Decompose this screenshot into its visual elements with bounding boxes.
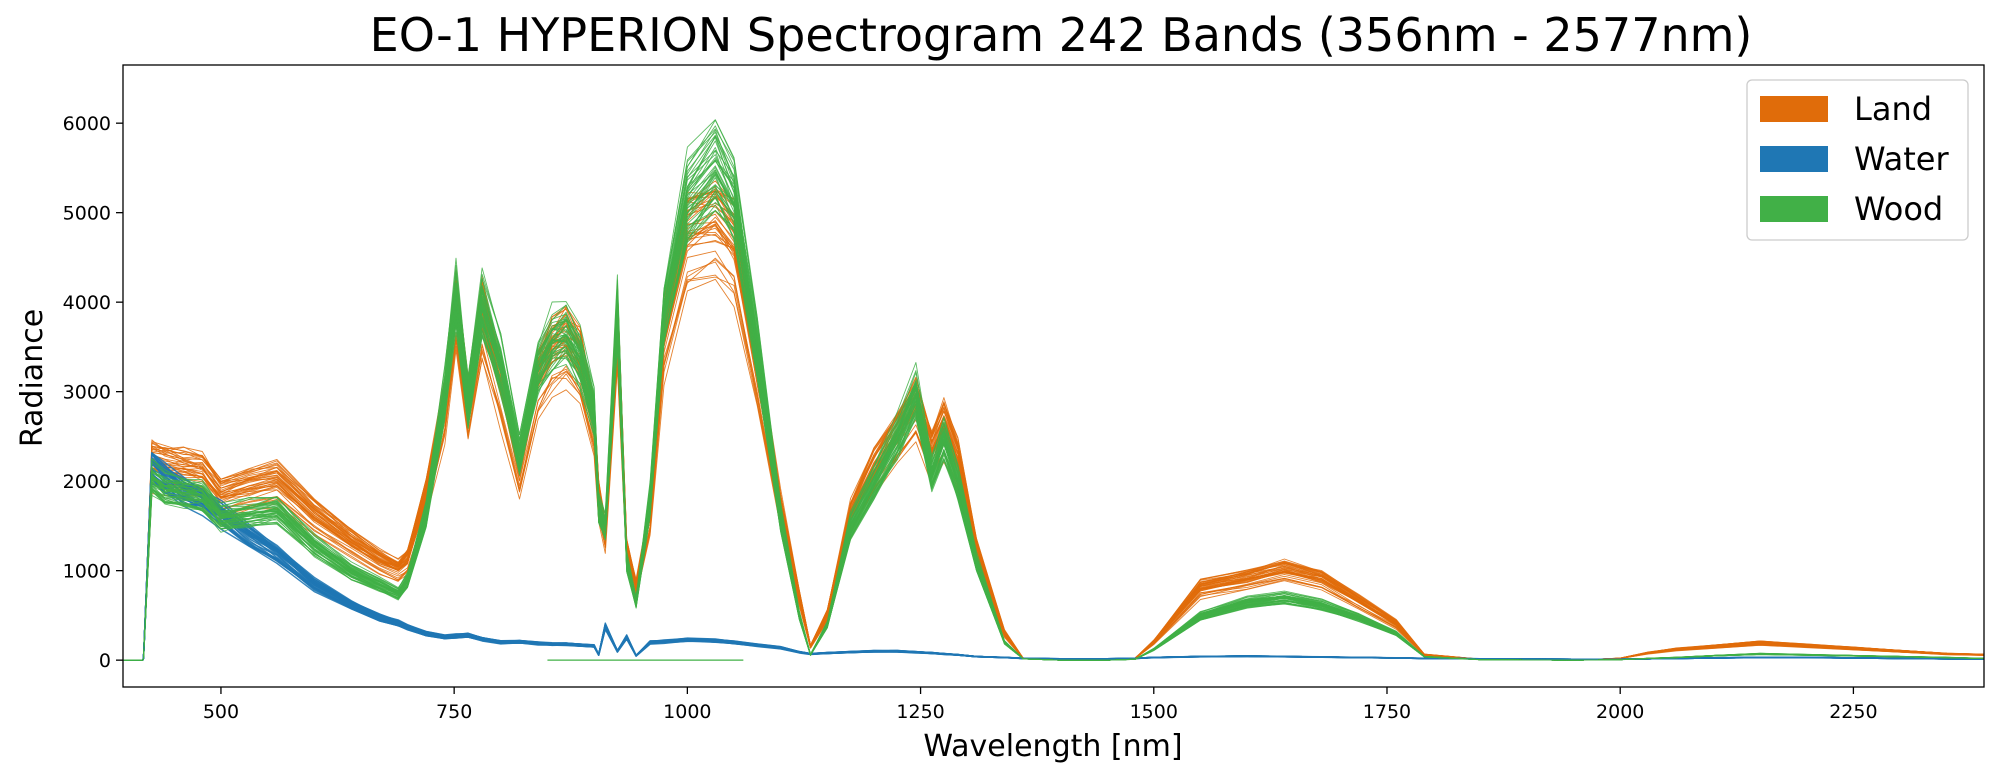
x-axis-label: Wavelength [nm] [923, 729, 1182, 764]
x-tick-label: 2000 [1596, 701, 1644, 723]
chart-title: EO-1 HYPERION Spectrogram 242 Bands (356… [370, 8, 1753, 62]
y-tick-label: 1000 [63, 561, 111, 583]
y-tick-label: 5000 [63, 203, 111, 225]
y-tick-label: 3000 [63, 382, 111, 404]
x-tick-label: 1750 [1363, 701, 1411, 723]
x-tick-label: 1000 [663, 701, 711, 723]
series-line-0 [123, 278, 1984, 661]
series-line-0 [123, 257, 1984, 661]
legend-label-land: Land [1854, 90, 1932, 128]
series-line-0 [123, 274, 1984, 661]
series-line-0 [123, 233, 1984, 661]
series-line-0 [123, 231, 1984, 661]
legend: Land Water Wood [1746, 79, 1969, 241]
series-line-0 [123, 239, 1984, 661]
legend-label-wood: Wood [1854, 190, 1943, 228]
series-layer [123, 119, 1984, 661]
series-line-2 [123, 119, 1984, 661]
legend-swatch-wood [1760, 196, 1828, 222]
x-axis: 500 750 1000 1250 1500 1750 2000 2250 [203, 687, 1878, 723]
series-line-1 [123, 478, 1984, 661]
x-tick-label: 500 [203, 701, 239, 723]
series-line-0 [123, 241, 1984, 661]
x-tick-label: 2250 [1829, 701, 1877, 723]
x-tick-label: 750 [436, 701, 472, 723]
series-line-2 [123, 159, 1984, 661]
series-line-1 [123, 459, 1984, 661]
series-line-1 [123, 477, 1984, 661]
series-line-2 [123, 129, 1984, 661]
y-axis-label: Radiance [15, 309, 50, 447]
series-line-0 [123, 276, 1984, 661]
series-line-0 [123, 250, 1984, 661]
legend-label-water: Water [1854, 140, 1949, 178]
y-tick-label: 2000 [63, 471, 111, 493]
series-line-2 [123, 125, 1984, 661]
y-tick-label: 6000 [63, 113, 111, 135]
series-line-2 [123, 119, 1984, 661]
series-line-0 [123, 259, 1984, 661]
y-tick-label: 4000 [63, 292, 111, 314]
series-line-2 [123, 128, 1984, 661]
y-axis: 0 1000 2000 3000 4000 5000 6000 [63, 113, 123, 672]
series-line-0 [123, 261, 1984, 661]
series-line-0 [123, 227, 1984, 661]
series-line-2 [123, 209, 1984, 661]
x-tick-label: 1500 [1130, 701, 1178, 723]
x-tick-label: 1250 [896, 701, 944, 723]
legend-swatch-land [1760, 96, 1828, 122]
series-line-2 [123, 196, 1984, 661]
series-line-0 [123, 231, 1984, 661]
y-tick-label: 0 [99, 650, 111, 672]
legend-swatch-water [1760, 146, 1828, 172]
plot-frame [122, 64, 1985, 688]
series-line-2 [123, 173, 1984, 661]
